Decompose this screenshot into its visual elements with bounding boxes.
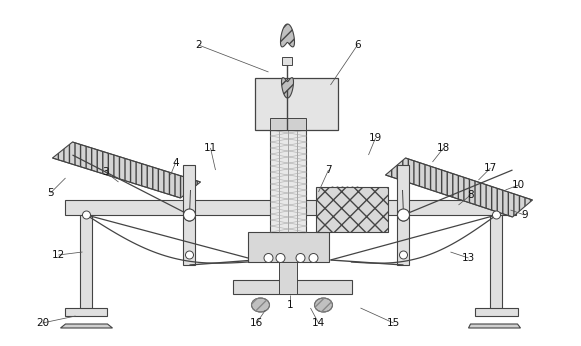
Text: 13: 13	[462, 253, 475, 263]
Bar	[397, 165, 410, 215]
Text: 2: 2	[195, 40, 202, 50]
Text: 1: 1	[287, 300, 294, 310]
Bar	[234, 280, 352, 294]
Text: 4: 4	[172, 158, 179, 168]
Bar	[271, 118, 307, 130]
Text: 11: 11	[204, 143, 217, 153]
Text: 5: 5	[47, 188, 54, 198]
Bar	[397, 215, 410, 265]
Text: 7: 7	[325, 165, 332, 175]
Bar	[490, 215, 503, 310]
Polygon shape	[282, 78, 293, 98]
Text: 12: 12	[52, 250, 65, 260]
Circle shape	[264, 254, 273, 263]
Text: 14: 14	[312, 318, 325, 328]
Circle shape	[83, 211, 91, 219]
Text: 8: 8	[467, 190, 474, 200]
Circle shape	[296, 254, 305, 263]
Circle shape	[493, 211, 500, 219]
Bar	[317, 187, 389, 232]
Bar	[279, 262, 297, 294]
Ellipse shape	[252, 298, 270, 312]
Polygon shape	[60, 324, 113, 328]
Circle shape	[184, 209, 195, 221]
Bar	[249, 232, 328, 262]
Text: 6: 6	[354, 40, 361, 50]
Circle shape	[185, 251, 193, 259]
Text: 15: 15	[387, 318, 400, 328]
Bar	[282, 57, 292, 65]
Text: 19: 19	[369, 133, 382, 143]
Bar	[184, 215, 195, 265]
Bar	[66, 200, 515, 215]
Circle shape	[397, 209, 410, 221]
Bar	[256, 78, 338, 130]
Text: 17: 17	[484, 163, 497, 173]
Text: 10: 10	[512, 180, 525, 190]
Bar	[475, 308, 518, 316]
Ellipse shape	[314, 298, 332, 312]
Polygon shape	[386, 158, 533, 217]
Bar	[184, 165, 195, 215]
Bar	[81, 215, 92, 310]
Polygon shape	[52, 142, 200, 198]
Circle shape	[399, 211, 408, 221]
Text: 9: 9	[521, 210, 528, 220]
Bar	[271, 130, 307, 232]
Polygon shape	[468, 324, 521, 328]
Circle shape	[400, 251, 407, 259]
Circle shape	[309, 254, 318, 263]
Circle shape	[185, 211, 195, 221]
Circle shape	[276, 254, 285, 263]
Polygon shape	[281, 24, 295, 47]
Text: 18: 18	[437, 143, 450, 153]
Text: 16: 16	[250, 318, 263, 328]
Text: 3: 3	[102, 167, 109, 177]
Bar	[66, 308, 107, 316]
Text: 20: 20	[36, 318, 49, 328]
